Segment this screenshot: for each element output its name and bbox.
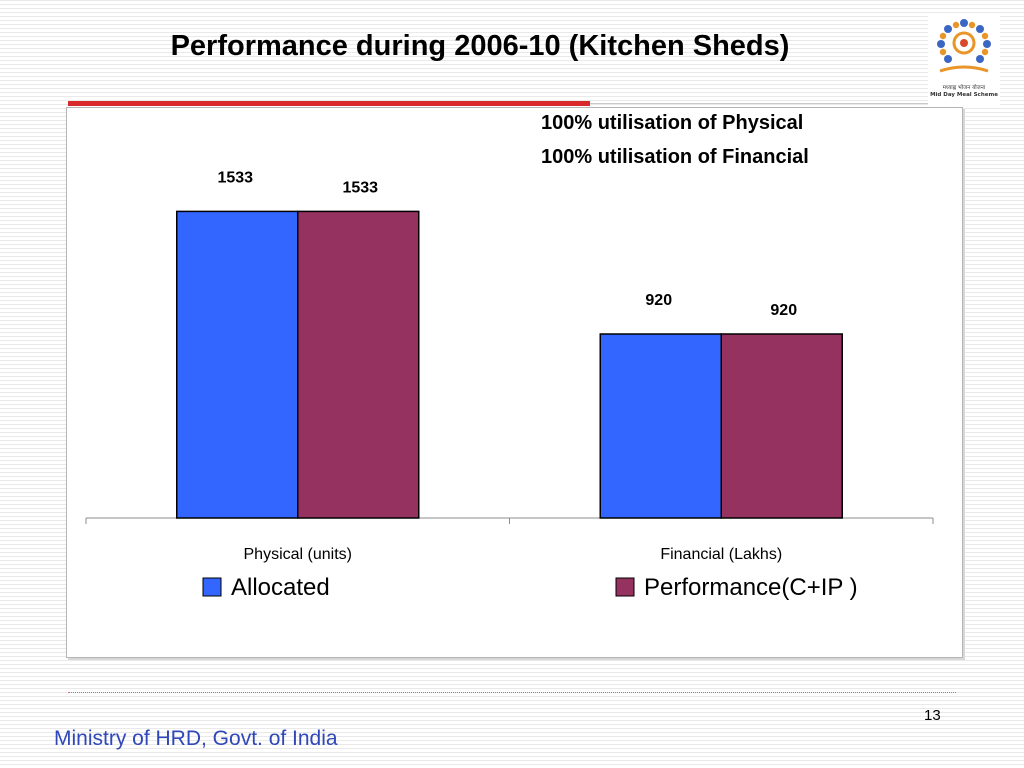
bar: [297, 210, 420, 519]
svg-text:Mid Day Meal Scheme: Mid Day Meal Scheme: [930, 92, 998, 98]
footer-divider: [68, 692, 956, 693]
chart-container: 1533 1533 Physical (units) 920 920 Financial …: [66, 107, 963, 658]
title-divider: [590, 103, 958, 104]
bar: [176, 210, 299, 519]
legend-swatch: [615, 577, 635, 597]
page-title: Performance during 2006-10 (Kitchen Shed…: [170, 30, 790, 62]
footer-ministry: Ministry of HRD, Govt. of India: [54, 727, 338, 750]
page-number: 13: [924, 707, 941, 724]
annotation-physical: 100% utilisation of Physical: [541, 112, 804, 134]
bar: [599, 333, 722, 519]
x-tick-label: Financial (Lakhs): [660, 546, 782, 563]
data-label: 1533: [217, 169, 253, 186]
title-divider-accent: [68, 101, 590, 106]
legend-swatch: [202, 577, 222, 597]
legend-label: Allocated: [231, 574, 330, 601]
annotation-financial: 100% utilisation of Financial: [541, 146, 809, 168]
x-tick-label: Physical (units): [244, 546, 352, 563]
data-label: 920: [770, 302, 797, 319]
legend-label: Performance(C+IP ): [644, 574, 858, 601]
bar: [720, 333, 843, 519]
mid-day-meal-logo: मध्याह्न भोजन योजना Mid Day Meal Scheme: [928, 16, 1000, 108]
data-label: 1533: [342, 179, 378, 196]
data-label: 920: [645, 292, 672, 309]
bar-chart: 1533 1533 Physical (units) 920 920 Financial …: [85, 169, 934, 601]
svg-text:मध्याह्न भोजन योजना: मध्याह्न भोजन योजना: [943, 84, 986, 91]
